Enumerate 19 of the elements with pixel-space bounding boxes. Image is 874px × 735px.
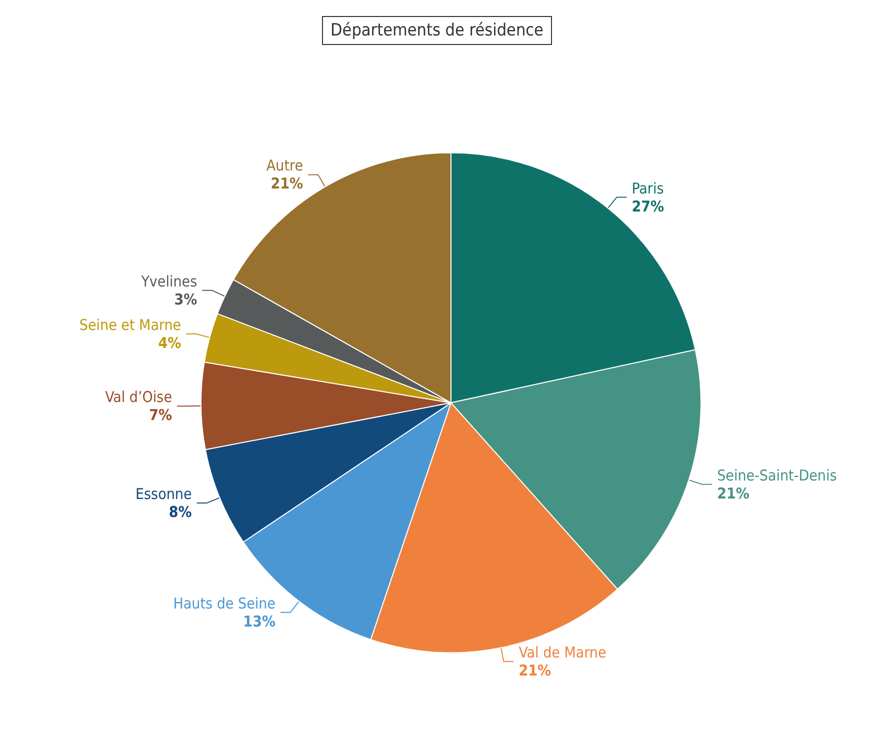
slice-label: Essonne <box>136 485 192 504</box>
slice-label: Seine-Saint-Denis <box>717 466 837 484</box>
data-label: 27% <box>632 197 664 216</box>
data-label: 21% <box>518 661 552 680</box>
data-label: 8% <box>168 503 192 522</box>
slice-label: Hauts de Seine <box>173 594 276 612</box>
slice-label: Autre <box>266 156 304 175</box>
data-label: 7% <box>149 406 172 424</box>
slice-label: Paris <box>632 179 664 198</box>
data-label: 4% <box>158 334 182 352</box>
slice-label: Yvelines <box>140 272 198 290</box>
data-label: 21% <box>717 484 750 502</box>
chart-title: Départements de résidence <box>330 20 544 40</box>
slice-label: Seine et Marne <box>79 316 182 334</box>
data-label: 21% <box>270 174 304 193</box>
slice-label: Val de Marne <box>518 643 606 662</box>
slice-label: Val d’Oise <box>105 388 172 406</box>
data-label: 3% <box>174 290 198 308</box>
data-label: 13% <box>243 612 276 630</box>
